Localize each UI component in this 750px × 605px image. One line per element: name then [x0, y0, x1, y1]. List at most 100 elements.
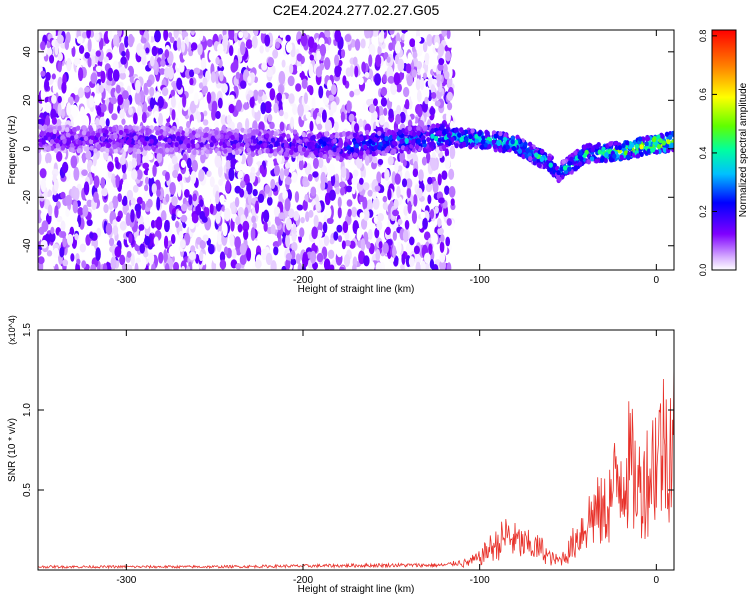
heatmap-noise-cell [425, 151, 431, 164]
heatmap-noise-cell [448, 168, 455, 180]
heatmap-signal-cell [43, 124, 48, 130]
heatmap-noise-cell [159, 68, 166, 75]
heatmap-noise-cell [227, 195, 235, 203]
heatmap-noise-cell [131, 169, 138, 181]
heatmap-noise-cell [323, 57, 331, 71]
heatmap-noise-cell [354, 38, 361, 51]
heatmap-noise-cell [180, 214, 188, 223]
heatmap-signal-cell [619, 154, 624, 160]
heatmap-noise-cell [375, 262, 383, 270]
heatmap-noise-cell [160, 59, 166, 67]
heatmap-noise-cell [90, 245, 96, 258]
heatmap-noise-cell [39, 168, 47, 179]
heatmap-noise-cell [367, 228, 373, 240]
heatmap-signal-cell [167, 137, 172, 144]
heatmap-signal-cell [498, 147, 503, 153]
heatmap-noise-cell [446, 30, 451, 40]
heatmap-noise-cell [245, 39, 253, 50]
heatmap-noise-cell [326, 217, 334, 225]
heatmap-noise-cell [107, 67, 114, 82]
heatmap-noise-cell [250, 227, 256, 241]
heatmap-signal-cell [199, 131, 204, 137]
heatmap-noise-cell [73, 57, 81, 67]
heatmap-signal-cell [318, 152, 323, 158]
heatmap-signal-cell [60, 145, 66, 151]
heatmap-noise-cell [146, 79, 153, 88]
heatmap-signal-cell [180, 143, 185, 149]
heatmap-noise-cell [234, 162, 242, 172]
heatmap-noise-cell [126, 189, 134, 201]
heatmap-noise-cell [432, 180, 439, 194]
heatmap-noise-cell [163, 30, 169, 41]
heatmap-signal-cell [377, 130, 382, 136]
heatmap-signal-cell [670, 130, 674, 137]
heatmap-noise-cell [167, 66, 174, 80]
heatmap-noise-cell [112, 34, 118, 48]
heatmap-noise-cell [267, 113, 273, 123]
heatmap-noise-cell [364, 155, 370, 166]
heatmap-signal-cell [313, 149, 318, 156]
heatmap-noise-cell [125, 264, 133, 270]
heatmap-noise-cell [119, 155, 126, 165]
heatmap-noise-cell [382, 74, 387, 84]
heatmap-signal-cell [548, 162, 553, 168]
heatmap-noise-cell [79, 106, 85, 119]
heatmap-noise-cell [253, 105, 259, 113]
heatmap-signal-cell [62, 138, 67, 144]
heatmap-noise-cell [49, 54, 55, 64]
heatmap-noise-cell [389, 30, 395, 35]
heatmap-noise-cell [38, 118, 45, 125]
heatmap-noise-cell [215, 190, 220, 205]
heatmap-noise-cell [366, 78, 373, 90]
heatmap-noise-cell [266, 196, 273, 206]
heatmap-signal-cell [139, 137, 145, 143]
snr-xtick-label: -100 [470, 575, 490, 586]
heatmap-noise-cell [450, 198, 455, 206]
heatmap-noise-cell [131, 157, 137, 169]
heatmap-noise-cell [283, 167, 290, 177]
heatmap-noise-cell [40, 70, 46, 77]
heatmap-signal-cell [479, 144, 485, 150]
heatmap-signal-cell [385, 146, 391, 152]
heatmap-signal-cell [437, 137, 443, 143]
heatmap-signal-cell [608, 141, 613, 147]
heatmap-noise-cell [228, 103, 235, 114]
heatmap-noise-cell [237, 170, 244, 179]
heatmap-noise-cell [258, 89, 264, 97]
heatmap-noise-cell [239, 254, 247, 265]
heatmap-noise-cell [336, 224, 343, 233]
heatmap-noise-cell [408, 256, 415, 267]
heatmap-noise-cell [309, 54, 314, 61]
heatmap-signal-cell [416, 138, 421, 144]
heatmap-noise-cell [396, 241, 402, 254]
heatmap-noise-cell [444, 185, 450, 196]
heatmap-noise-cell [355, 156, 363, 169]
heatmap-noise-cell [225, 180, 231, 193]
heatmap-noise-cell [246, 247, 252, 262]
heatmap-signal-cell [108, 148, 113, 154]
heatmap-signal-cell [637, 136, 643, 142]
heatmap-signal-cell [444, 139, 450, 145]
heatmap-signal-cell [651, 137, 657, 143]
heatmap-noise-cell [81, 260, 87, 269]
heatmap-noise-cell [297, 103, 304, 117]
heatmap-signal-cell [294, 135, 300, 141]
heatmap-noise-cell [234, 196, 240, 208]
heatmap-signal-cell [301, 146, 307, 152]
heatmap-signal-cell [433, 135, 439, 142]
heatmap-noise-cell [56, 215, 63, 223]
heatmap-noise-cell [70, 155, 78, 169]
heatmap-noise-cell [375, 249, 381, 262]
heatmap-noise-cell [339, 181, 346, 188]
heatmap-signal-cell [658, 138, 663, 144]
heatmap-noise-cell [134, 203, 142, 212]
heatmap-signal-cell [359, 136, 364, 142]
heatmap-noise-cell [188, 251, 196, 261]
heatmap-signal-cell [45, 132, 51, 138]
heatmap-noise-cell [191, 213, 199, 224]
heatmap-noise-cell [198, 251, 204, 262]
heatmap-noise-cell [107, 161, 114, 172]
heatmap-noise-cell [62, 236, 67, 248]
heatmap-noise-cell [311, 226, 318, 240]
